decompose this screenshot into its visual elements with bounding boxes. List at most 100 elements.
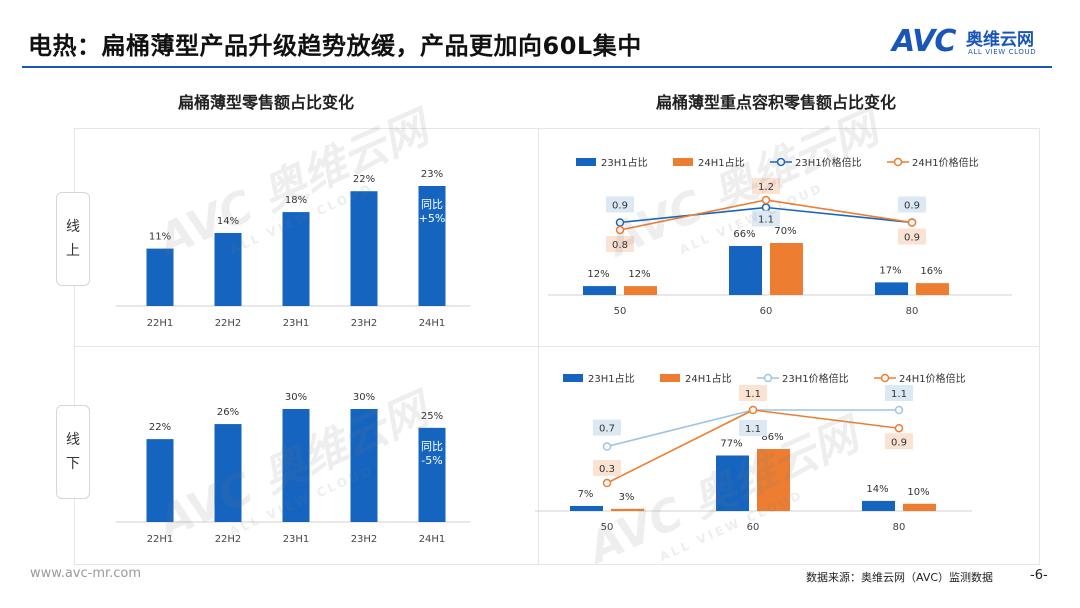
bar-23H1 [282, 409, 310, 522]
bar-24H1占比-50 [611, 508, 644, 511]
bar-22H1 [146, 439, 174, 522]
bar-24H1占比-50 [624, 286, 657, 295]
tick-label-23H1: 23H1 [283, 318, 310, 329]
tick-label-22H2: 22H2 [215, 318, 242, 329]
tick-label-50: 50 [614, 306, 627, 317]
tick-label-50: 50 [601, 522, 614, 533]
bar-label-24H1占比-60: 86% [761, 432, 783, 443]
bar-23H1占比-60 [716, 455, 749, 511]
row-label-offline: 线 下 [56, 405, 90, 499]
bar-24H1 [418, 186, 446, 306]
footer-source: 数据来源：奥维云网（AVC）监测数据 [806, 571, 994, 584]
data-label-22H1: 11% [149, 232, 171, 243]
tick-label-24H1: 24H1 [419, 534, 446, 545]
tick-label-23H2: 23H2 [351, 534, 378, 545]
legend-label-1: 24H1占比 [685, 372, 732, 385]
line-label-bg-24H1价格倍比-80 [898, 228, 926, 245]
line-point-24H1价格倍比-50 [602, 478, 612, 488]
data-label-23H2: 22% [353, 174, 375, 185]
data-label-24H1: 25% [421, 411, 443, 422]
right-chart-title: 扁桶薄型重点容积零售额占比变化 [656, 93, 897, 112]
line-point-24H1价格倍比-50 [615, 225, 625, 235]
bar-label-23H1占比-80: 17% [879, 265, 901, 276]
line-label-bg-23H1价格倍比-50 [606, 196, 634, 213]
legend-label-2: 23H1价格倍比 [795, 156, 862, 169]
bar-label-23H1占比-80: 14% [866, 484, 888, 495]
data-label-23H2: 30% [353, 392, 375, 403]
chart-online-share: 11% 22H1 14% 22H2 18% 23H1 22% 23H2 23% 24H1 同比+5% [116, 169, 470, 329]
annotation-line-1: 同比 [421, 440, 443, 453]
line-label-23H1价格倍比-60: 1.1 [758, 215, 774, 226]
chart-offline-capacity: 23H1占比 24H1占比 23H1价格倍比 24H1价格倍比 50 7% 3% 60 77% 8… [535, 372, 972, 533]
legend-label-3: 24H1价格倍比 [912, 156, 979, 169]
bar-23H2 [350, 409, 378, 522]
bar-23H2 [350, 191, 378, 306]
bar-label-24H1占比-80: 16% [920, 266, 942, 277]
line-point-23H1价格倍比-50 [615, 218, 625, 227]
line-point-24H1价格倍比-60 [761, 195, 771, 205]
chart-offline-share: 22% 22H1 26% 22H2 30% 23H1 30% 23H2 25% 24H1 同比-5% [116, 392, 470, 545]
bar-23H1占比-60 [729, 245, 762, 295]
data-label-22H1: 22% [149, 422, 171, 433]
bar-24H1占比-60 [770, 243, 803, 295]
tick-label-60: 60 [747, 522, 760, 533]
line-point-24H1价格倍比-80 [907, 218, 917, 227]
bar-label-23H1占比-50: 7% [578, 489, 594, 500]
legend-marker-3 [893, 157, 903, 167]
tick-label-22H1: 22H1 [147, 534, 174, 545]
bar-23H1 [282, 212, 310, 306]
annotation-line-2: -5% [421, 454, 442, 467]
legend-marker-2 [776, 157, 786, 167]
bar-22H1 [146, 248, 174, 306]
annotation-line-1: 同比 [421, 198, 443, 211]
row-label-offline-1: 线 [66, 432, 80, 448]
line-label-bg-24H1价格倍比-50 [606, 236, 634, 252]
avc-logo: AVC 奥维云网 ALL VIEW CLOUD [892, 24, 1062, 64]
line-label-24H1价格倍比-60: 1.1 [745, 389, 761, 400]
line-label-23H1价格倍比-80: 1.1 [891, 389, 907, 400]
line-label-23H1价格倍比-50: 0.7 [599, 424, 615, 435]
page-number: -6- [1030, 568, 1048, 583]
bar-label-23H1占比-50: 12% [587, 269, 609, 280]
bar-label-24H1占比-80: 10% [907, 487, 929, 498]
row-label-online: 线 上 [56, 192, 90, 286]
data-label-22H2: 26% [217, 407, 239, 418]
legend-label-3: 24H1价格倍比 [899, 372, 966, 385]
line-label-bg-23H1价格倍比-60 [752, 210, 780, 227]
line-label-24H1价格倍比-80: 0.9 [904, 233, 920, 244]
line-label-24H1价格倍比-50: 0.3 [599, 464, 615, 475]
legend-swatch-1 [673, 158, 693, 166]
logo-mark: AVC [892, 24, 956, 59]
tick-label-22H1: 22H1 [147, 318, 174, 329]
line-label-bg-24H1价格倍比-80 [885, 433, 913, 450]
line-label-bg-23H1价格倍比-80 [885, 385, 913, 401]
legend-marker-2 [763, 373, 773, 383]
line-label-24H1价格倍比-50: 0.8 [612, 240, 628, 251]
bar-24H1占比-80 [916, 283, 949, 295]
data-label-24H1: 23% [421, 169, 443, 180]
bar-23H1占比-50 [583, 286, 616, 295]
tick-label-80: 80 [893, 522, 906, 533]
data-label-23H1: 30% [285, 392, 307, 403]
data-label-22H2: 14% [217, 216, 239, 227]
tick-label-23H2: 23H2 [351, 318, 378, 329]
tick-label-24H1: 24H1 [419, 318, 446, 329]
left-chart-title: 扁桶薄型零售额占比变化 [178, 93, 355, 112]
footer-website: www.avc-mr.com [30, 566, 142, 581]
line-point-24H1价格倍比-80 [894, 424, 904, 433]
legend-swatch-0 [576, 158, 596, 166]
legend-label-1: 24H1占比 [698, 156, 745, 169]
line-point-24H1价格倍比-60 [748, 405, 758, 415]
line-label-23H1价格倍比-80: 0.9 [904, 201, 920, 212]
bar-22H2 [214, 232, 242, 306]
row-label-online-2: 上 [66, 243, 80, 259]
tick-label-60: 60 [760, 306, 773, 317]
line-label-24H1价格倍比-80: 0.9 [891, 437, 907, 448]
data-label-23H1: 18% [285, 195, 307, 206]
legend-swatch-0 [563, 374, 583, 382]
page-title: 电热：扁桶薄型产品升级趋势放缓，产品更加向60L集中 [28, 32, 642, 60]
bar-23H1占比-80 [862, 500, 895, 511]
annotation-line-2: +5% [419, 212, 446, 225]
bar-24H1 [418, 427, 446, 522]
bar-24H1占比-80 [903, 503, 936, 511]
